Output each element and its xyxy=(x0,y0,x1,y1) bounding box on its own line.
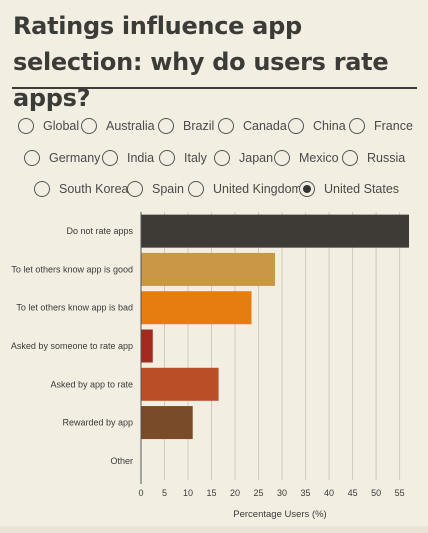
bar xyxy=(141,291,252,325)
country-label: China xyxy=(313,119,346,133)
radio-icon[interactable] xyxy=(18,118,34,134)
radio-icon[interactable] xyxy=(34,181,50,197)
radio-icon[interactable] xyxy=(349,118,365,134)
x-tick-label: 25 xyxy=(254,488,264,498)
x-tick-label: 20 xyxy=(230,488,240,498)
footer-strip xyxy=(0,526,428,533)
country-option-canada[interactable]: Canada xyxy=(218,112,287,140)
country-option-spain[interactable]: Spain xyxy=(127,175,184,203)
country-option-china[interactable]: China xyxy=(288,112,346,140)
country-option-mexico[interactable]: Mexico xyxy=(274,144,339,172)
country-option-france[interactable]: France xyxy=(349,112,413,140)
country-label: Spain xyxy=(152,182,184,196)
title-divider xyxy=(12,87,417,89)
bar-chart: Do not rate apps To let others know app i… xyxy=(11,212,409,520)
country-label: India xyxy=(127,151,155,165)
country-option-brazil[interactable]: Brazil xyxy=(158,112,214,140)
category-label: Rewarded by app xyxy=(62,418,133,428)
radio-icon[interactable] xyxy=(127,181,143,197)
x-tick-label: 30 xyxy=(277,488,287,498)
country-label: Mexico xyxy=(299,151,339,165)
bar xyxy=(141,406,193,440)
radio-icon[interactable] xyxy=(214,150,230,166)
bar xyxy=(141,329,153,363)
x-tick-label: 35 xyxy=(301,488,311,498)
country-label: Global xyxy=(43,119,80,133)
country-row-1: Global Australia Brazil Canada China Fra… xyxy=(0,112,428,140)
country-option-south-korea[interactable]: South Korea xyxy=(34,175,129,203)
category-label: Do not rate apps xyxy=(66,226,133,236)
category-label: Asked by someone to rate app xyxy=(11,341,133,351)
country-option-global[interactable]: Global xyxy=(18,112,79,140)
country-label: Italy xyxy=(184,151,207,165)
country-row-3: South Korea Spain United Kingdom United … xyxy=(0,175,428,203)
country-label: Germany xyxy=(49,151,101,165)
x-tick-label: 15 xyxy=(207,488,217,498)
radio-icon[interactable] xyxy=(288,118,304,134)
country-option-united-states[interactable]: United States xyxy=(299,175,399,203)
category-label: Other xyxy=(110,456,133,466)
country-option-germany[interactable]: Germany xyxy=(24,144,100,172)
bar xyxy=(141,252,275,286)
radio-icon[interactable] xyxy=(299,181,315,197)
country-label: Australia xyxy=(106,119,155,133)
radio-icon[interactable] xyxy=(188,181,204,197)
country-option-italy[interactable]: Italy xyxy=(159,144,207,172)
chart-title: Ratings influence app selection: why do … xyxy=(13,12,389,112)
radio-icon[interactable] xyxy=(158,118,174,134)
country-label: Russia xyxy=(367,151,406,165)
x-tick-label: 0 xyxy=(138,488,143,498)
country-option-russia[interactable]: Russia xyxy=(342,144,405,172)
radio-icon[interactable] xyxy=(81,118,97,134)
radio-icon[interactable] xyxy=(342,150,358,166)
x-tick-label: 55 xyxy=(395,488,405,498)
country-option-japan[interactable]: Japan xyxy=(214,144,273,172)
country-label: United Kingdom xyxy=(213,182,302,196)
country-option-australia[interactable]: Australia xyxy=(81,112,155,140)
category-label: To let others know app is bad xyxy=(16,303,133,313)
x-tick-label: 45 xyxy=(348,488,358,498)
x-tick-label: 5 xyxy=(162,488,167,498)
country-label: France xyxy=(374,119,413,133)
country-row-2: Germany India Italy Japan Mexico Russia xyxy=(0,144,428,172)
country-label: South Korea xyxy=(59,182,129,196)
x-tick-label: 10 xyxy=(183,488,193,498)
radio-icon[interactable] xyxy=(218,118,234,134)
radio-icon[interactable] xyxy=(159,150,175,166)
country-label: Canada xyxy=(243,119,287,133)
radio-icon[interactable] xyxy=(274,150,290,166)
country-label: Brazil xyxy=(183,119,215,133)
category-label: To let others know app is good xyxy=(11,264,133,274)
country-label: United States xyxy=(324,182,400,196)
x-axis-title: Percentage Users (%) xyxy=(233,509,326,520)
bar xyxy=(141,367,219,401)
radio-icon[interactable] xyxy=(102,150,118,166)
country-label: Japan xyxy=(239,151,274,165)
x-tick-label: 50 xyxy=(371,488,381,498)
category-label: Asked by app to rate xyxy=(50,379,133,389)
country-option-united-kingdom[interactable]: United Kingdom xyxy=(188,175,302,203)
country-option-india[interactable]: India xyxy=(102,144,154,172)
bar xyxy=(141,214,409,248)
radio-icon[interactable] xyxy=(24,150,40,166)
x-tick-label: 40 xyxy=(324,488,334,498)
